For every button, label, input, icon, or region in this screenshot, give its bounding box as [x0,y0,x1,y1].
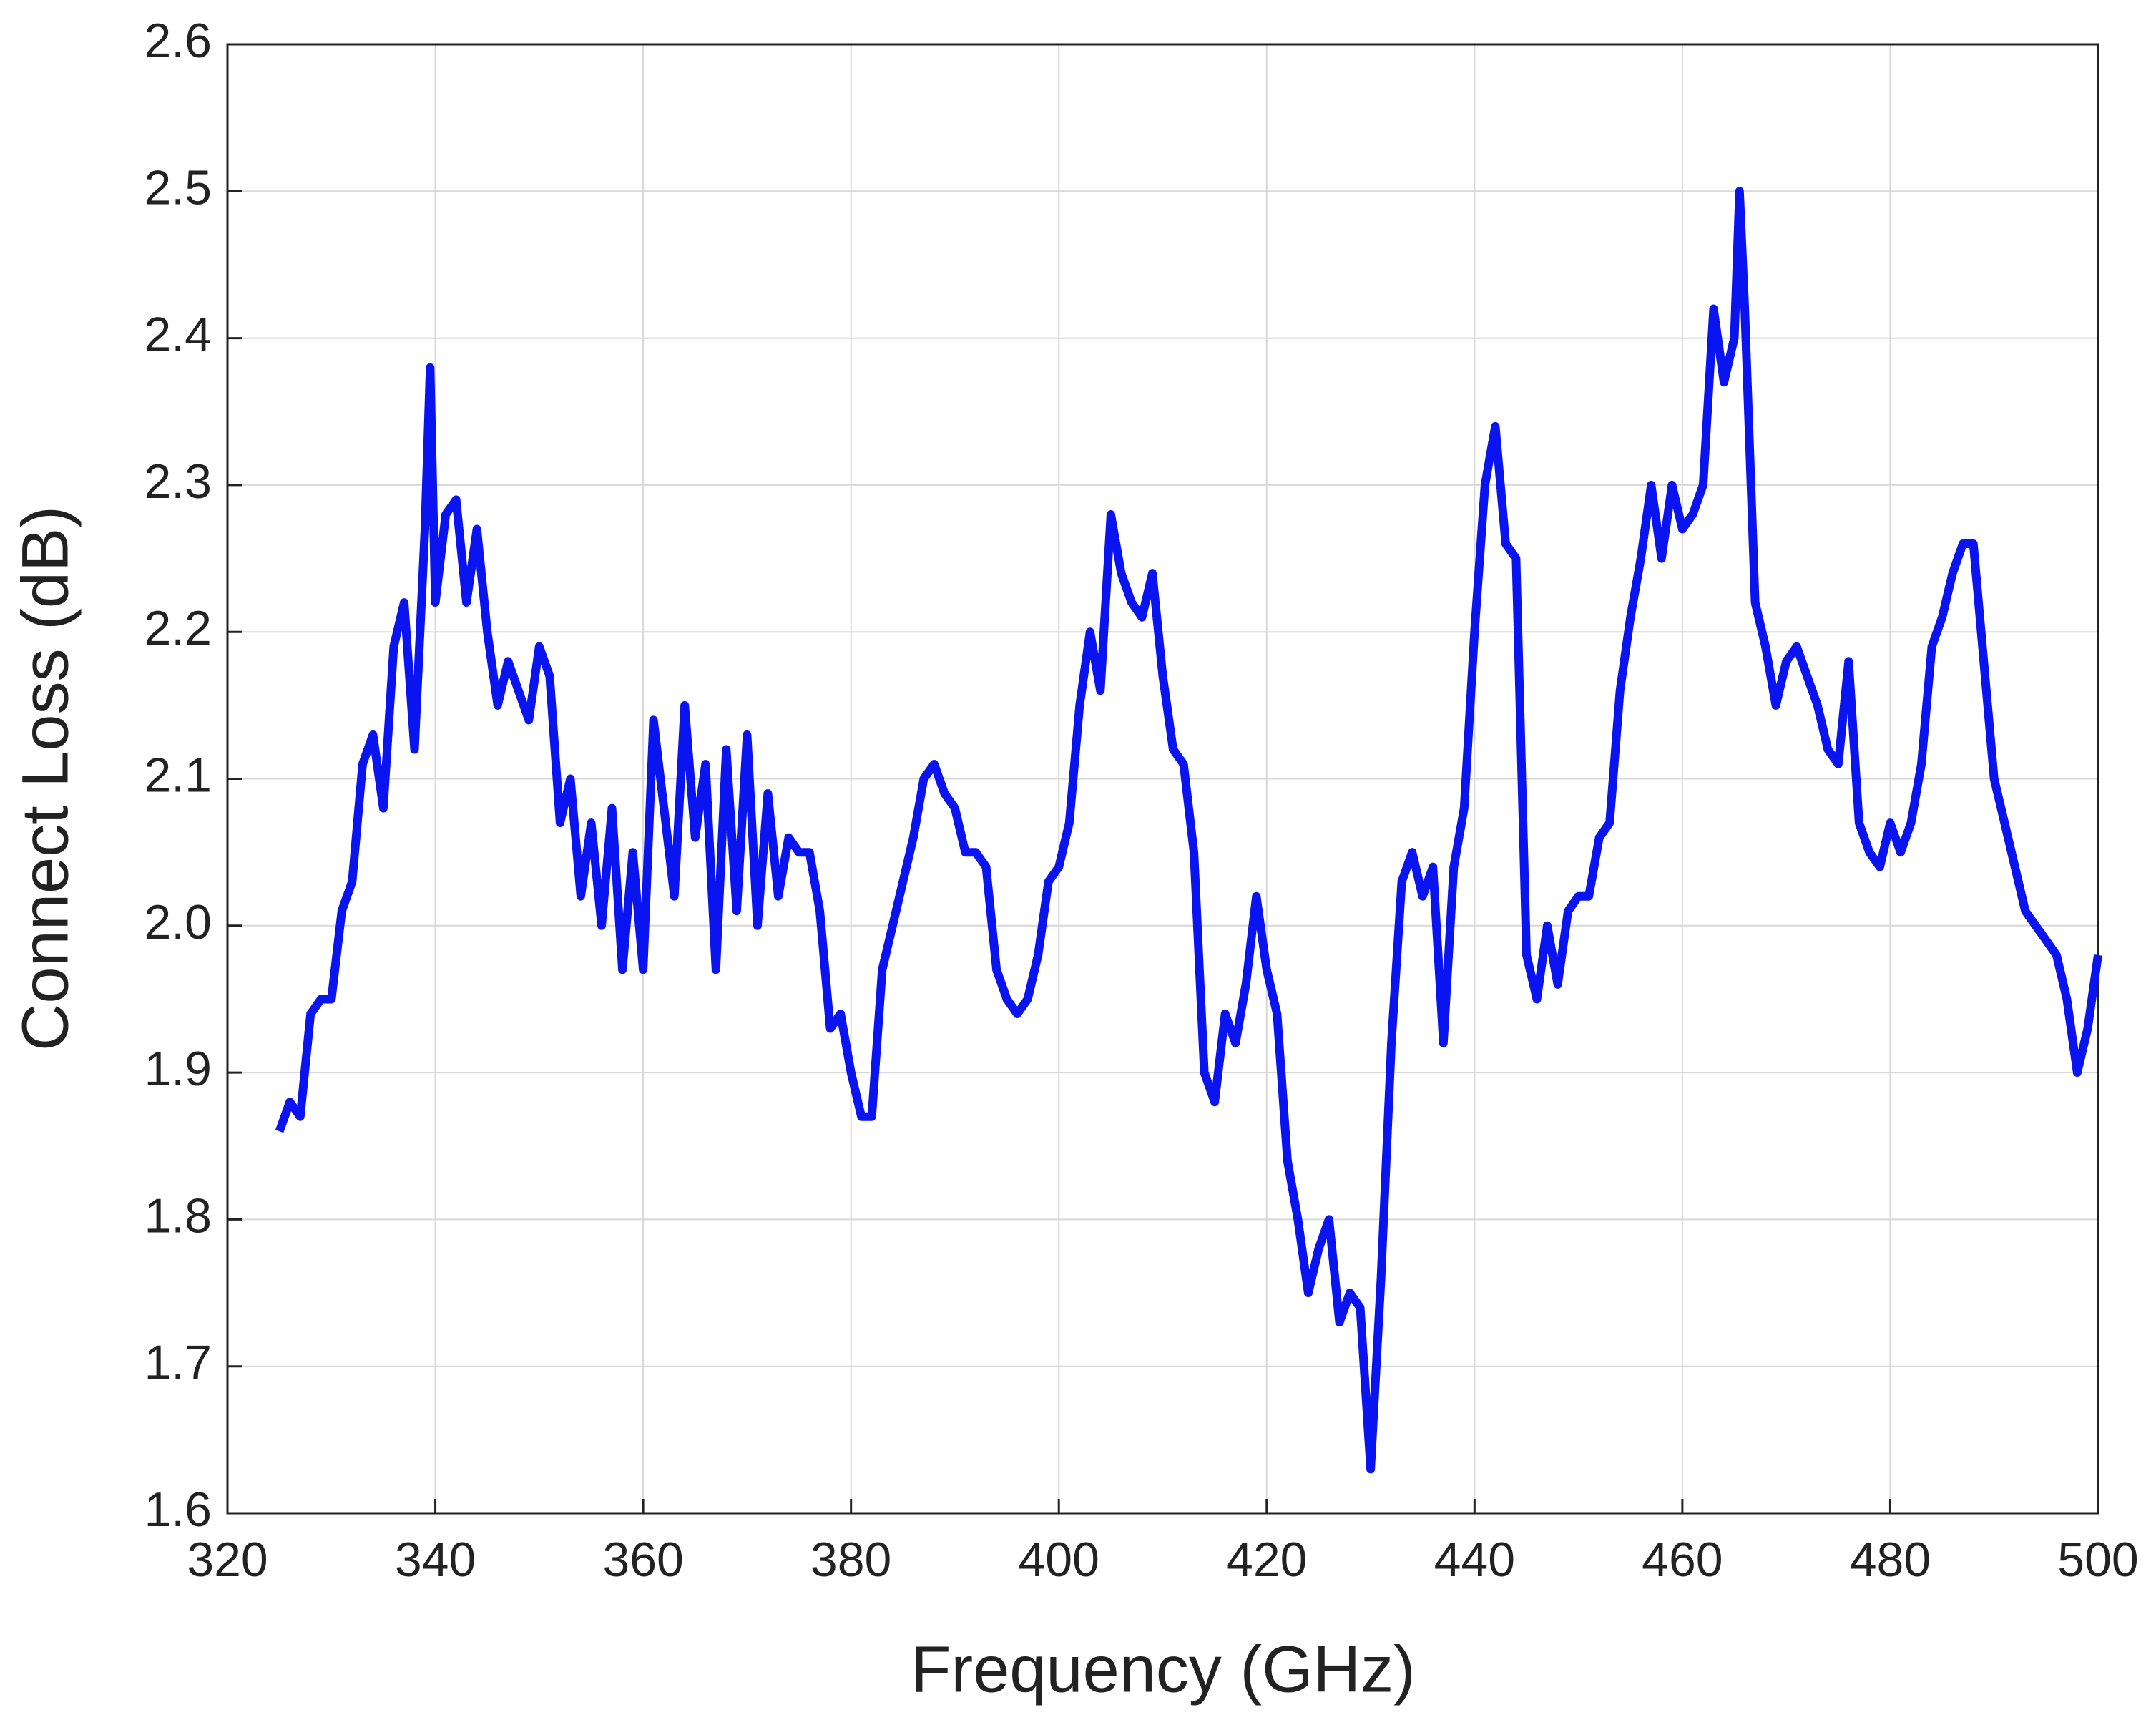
y-tick-label: 1.8 [144,1188,212,1243]
y-tick-label: 2.4 [144,308,212,362]
x-tick-label: 440 [1434,1533,1515,1587]
y-tick-label: 1.9 [144,1042,212,1096]
x-tick-label: 380 [810,1533,891,1587]
x-tick-label: 320 [187,1533,268,1587]
data-line [275,187,2102,1474]
x-tick-label: 480 [1850,1533,1931,1587]
x-axis-label: Frequency (GHz) [911,1633,1416,1706]
x-tick-label: 340 [395,1533,476,1587]
x-tick-label: 500 [2057,1533,2138,1587]
y-tick-label: 2.5 [144,160,212,215]
y-tick-label: 2.1 [144,748,212,802]
y-tick-label: 1.7 [144,1336,212,1390]
y-tick-label: 2.2 [144,601,212,655]
y-tick-label: 2.0 [144,895,212,949]
y-axis-label: Connect Loss (dB) [9,506,82,1051]
y-tick-label: 2.6 [144,14,212,68]
plot-frame [226,43,2099,1515]
y-tick-label: 2.3 [144,454,212,509]
y-tick-label: 1.6 [144,1482,212,1537]
x-tick-label: 420 [1226,1533,1307,1587]
x-tick-label: 400 [1018,1533,1099,1587]
x-tick-label: 460 [1642,1533,1723,1587]
x-tick-label: 360 [602,1533,683,1587]
